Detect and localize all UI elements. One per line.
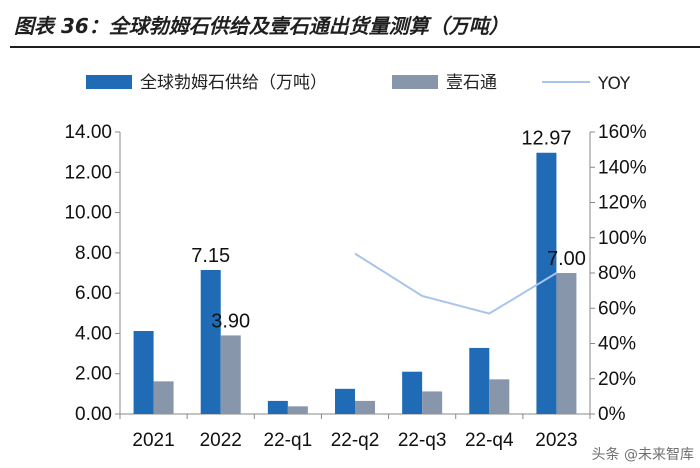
legend-label-yoy: YOY — [597, 74, 631, 94]
x-tick-label: 22-q3 — [398, 430, 447, 451]
x-tick-label: 2023 — [535, 430, 577, 451]
x-tick-label: 22-q1 — [264, 430, 313, 451]
x-tick-label: 22-q4 — [465, 430, 514, 451]
bar-yishitong — [153, 381, 174, 414]
bar-supply — [335, 388, 355, 414]
y-left-tick-label: 14.00 — [64, 122, 112, 143]
y-left-tick-label: 6.00 — [75, 283, 112, 304]
bar-yishitong — [355, 400, 375, 414]
y-right-tick-label: 60% — [598, 298, 636, 319]
watermark: 头条 @未来智库 — [591, 447, 694, 463]
chart-title: 图表 36：全球勃姆石供给及壹石通出货量测算（万吨） — [14, 14, 509, 38]
yoy-line — [354, 252, 557, 315]
bar-yishitong — [287, 406, 308, 414]
legend-swatch-supply — [86, 75, 132, 89]
legend-label-supply: 全球勃姆石供给（万吨） — [140, 73, 327, 93]
y-right-tick-label: 120% — [598, 193, 647, 214]
x-tick-label: 22-q2 — [331, 430, 380, 451]
bar-supply — [200, 269, 221, 414]
bar-yishitong — [220, 335, 241, 414]
data-label: 12.97 — [521, 128, 571, 150]
y-right-tick-label: 80% — [598, 263, 636, 284]
data-label: 3.90 — [211, 310, 250, 332]
title-row: 图表 36：全球勃姆石供给及壹石通出货量测算（万吨） — [10, 8, 700, 48]
title-underline — [10, 46, 700, 48]
legend-label-yishitong: 壹石通 — [446, 73, 497, 93]
y-left-tick-label: 8.00 — [75, 243, 112, 264]
data-label: 7.00 — [547, 248, 586, 270]
legend-swatch-yishitong — [392, 75, 438, 89]
y-right-tick-label: 0% — [598, 404, 626, 425]
y-right-tick-label: 40% — [598, 334, 636, 355]
y-right-tick-label: 140% — [598, 157, 647, 178]
y-right-tick-label: 100% — [598, 228, 647, 249]
bar-supply — [536, 152, 557, 415]
y-left-tick-label: 0.00 — [75, 404, 112, 425]
x-tick-label: 2021 — [132, 430, 174, 451]
bar-supply — [267, 400, 288, 414]
bar-supply — [469, 347, 490, 414]
bar-yishitong — [556, 273, 577, 414]
y-left-tick-label: 10.00 — [64, 203, 112, 224]
bar-supply — [402, 371, 423, 414]
y-right-tick-label: 20% — [598, 369, 636, 390]
bar-supply — [133, 331, 154, 414]
data-label: 7.15 — [191, 245, 230, 267]
y-left-tick-label: 12.00 — [64, 162, 112, 183]
bar-yishitong — [422, 391, 443, 414]
x-tick-label: 2022 — [200, 430, 242, 451]
y-left-tick-label: 4.00 — [75, 323, 112, 344]
y-right-tick-label: 160% — [598, 122, 647, 143]
bar-yishitong — [489, 379, 510, 414]
y-left-tick-label: 2.00 — [75, 364, 112, 385]
